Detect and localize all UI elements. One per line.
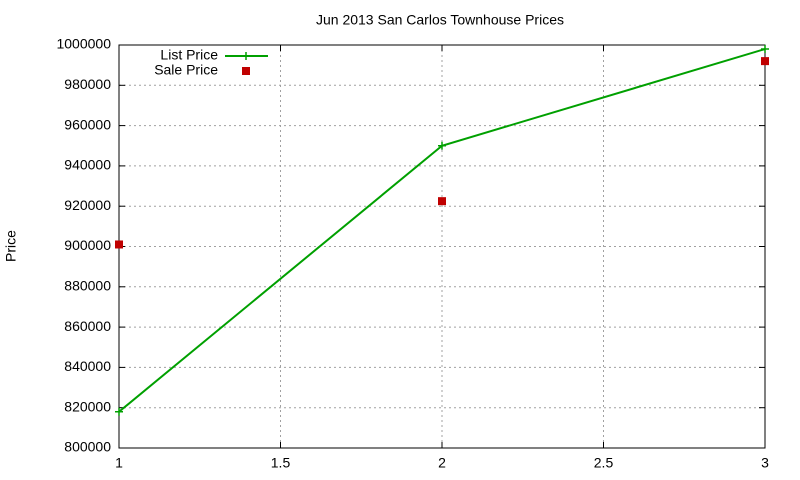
x-tick-label: 2.5 — [594, 455, 614, 471]
y-tick-label: 920000 — [64, 197, 111, 213]
x-tick-label: 1 — [115, 455, 123, 471]
y-tick-label: 800000 — [64, 439, 111, 455]
point-marker — [438, 141, 446, 150]
y-tick-label: 880000 — [64, 278, 111, 294]
x-tick-label: 3 — [761, 455, 769, 471]
y-tick-label: 820000 — [64, 398, 111, 414]
legend-marker — [242, 67, 250, 75]
legend-label: Sale Price — [154, 62, 218, 78]
x-tick-label: 1.5 — [271, 455, 291, 471]
y-tick-label: 840000 — [64, 358, 111, 374]
point-marker — [115, 240, 123, 249]
point-marker — [115, 407, 123, 416]
y-tick-label: 1000000 — [56, 36, 111, 52]
y-tick-label: 960000 — [64, 116, 111, 132]
y-tick-label: 900000 — [64, 237, 111, 253]
x-tick-label: 2 — [438, 455, 446, 471]
chart-title: Jun 2013 San Carlos Townhouse Prices — [316, 12, 564, 28]
y-tick-label: 860000 — [64, 318, 111, 334]
y-axis-label: Price — [3, 230, 19, 262]
point-marker — [761, 57, 769, 66]
point-marker — [438, 197, 446, 206]
y-tick-label: 980000 — [64, 76, 111, 92]
legend-label: List Price — [160, 47, 218, 63]
legend-marker — [242, 52, 250, 60]
point-marker — [761, 45, 769, 54]
y-tick-label: 940000 — [64, 157, 111, 173]
